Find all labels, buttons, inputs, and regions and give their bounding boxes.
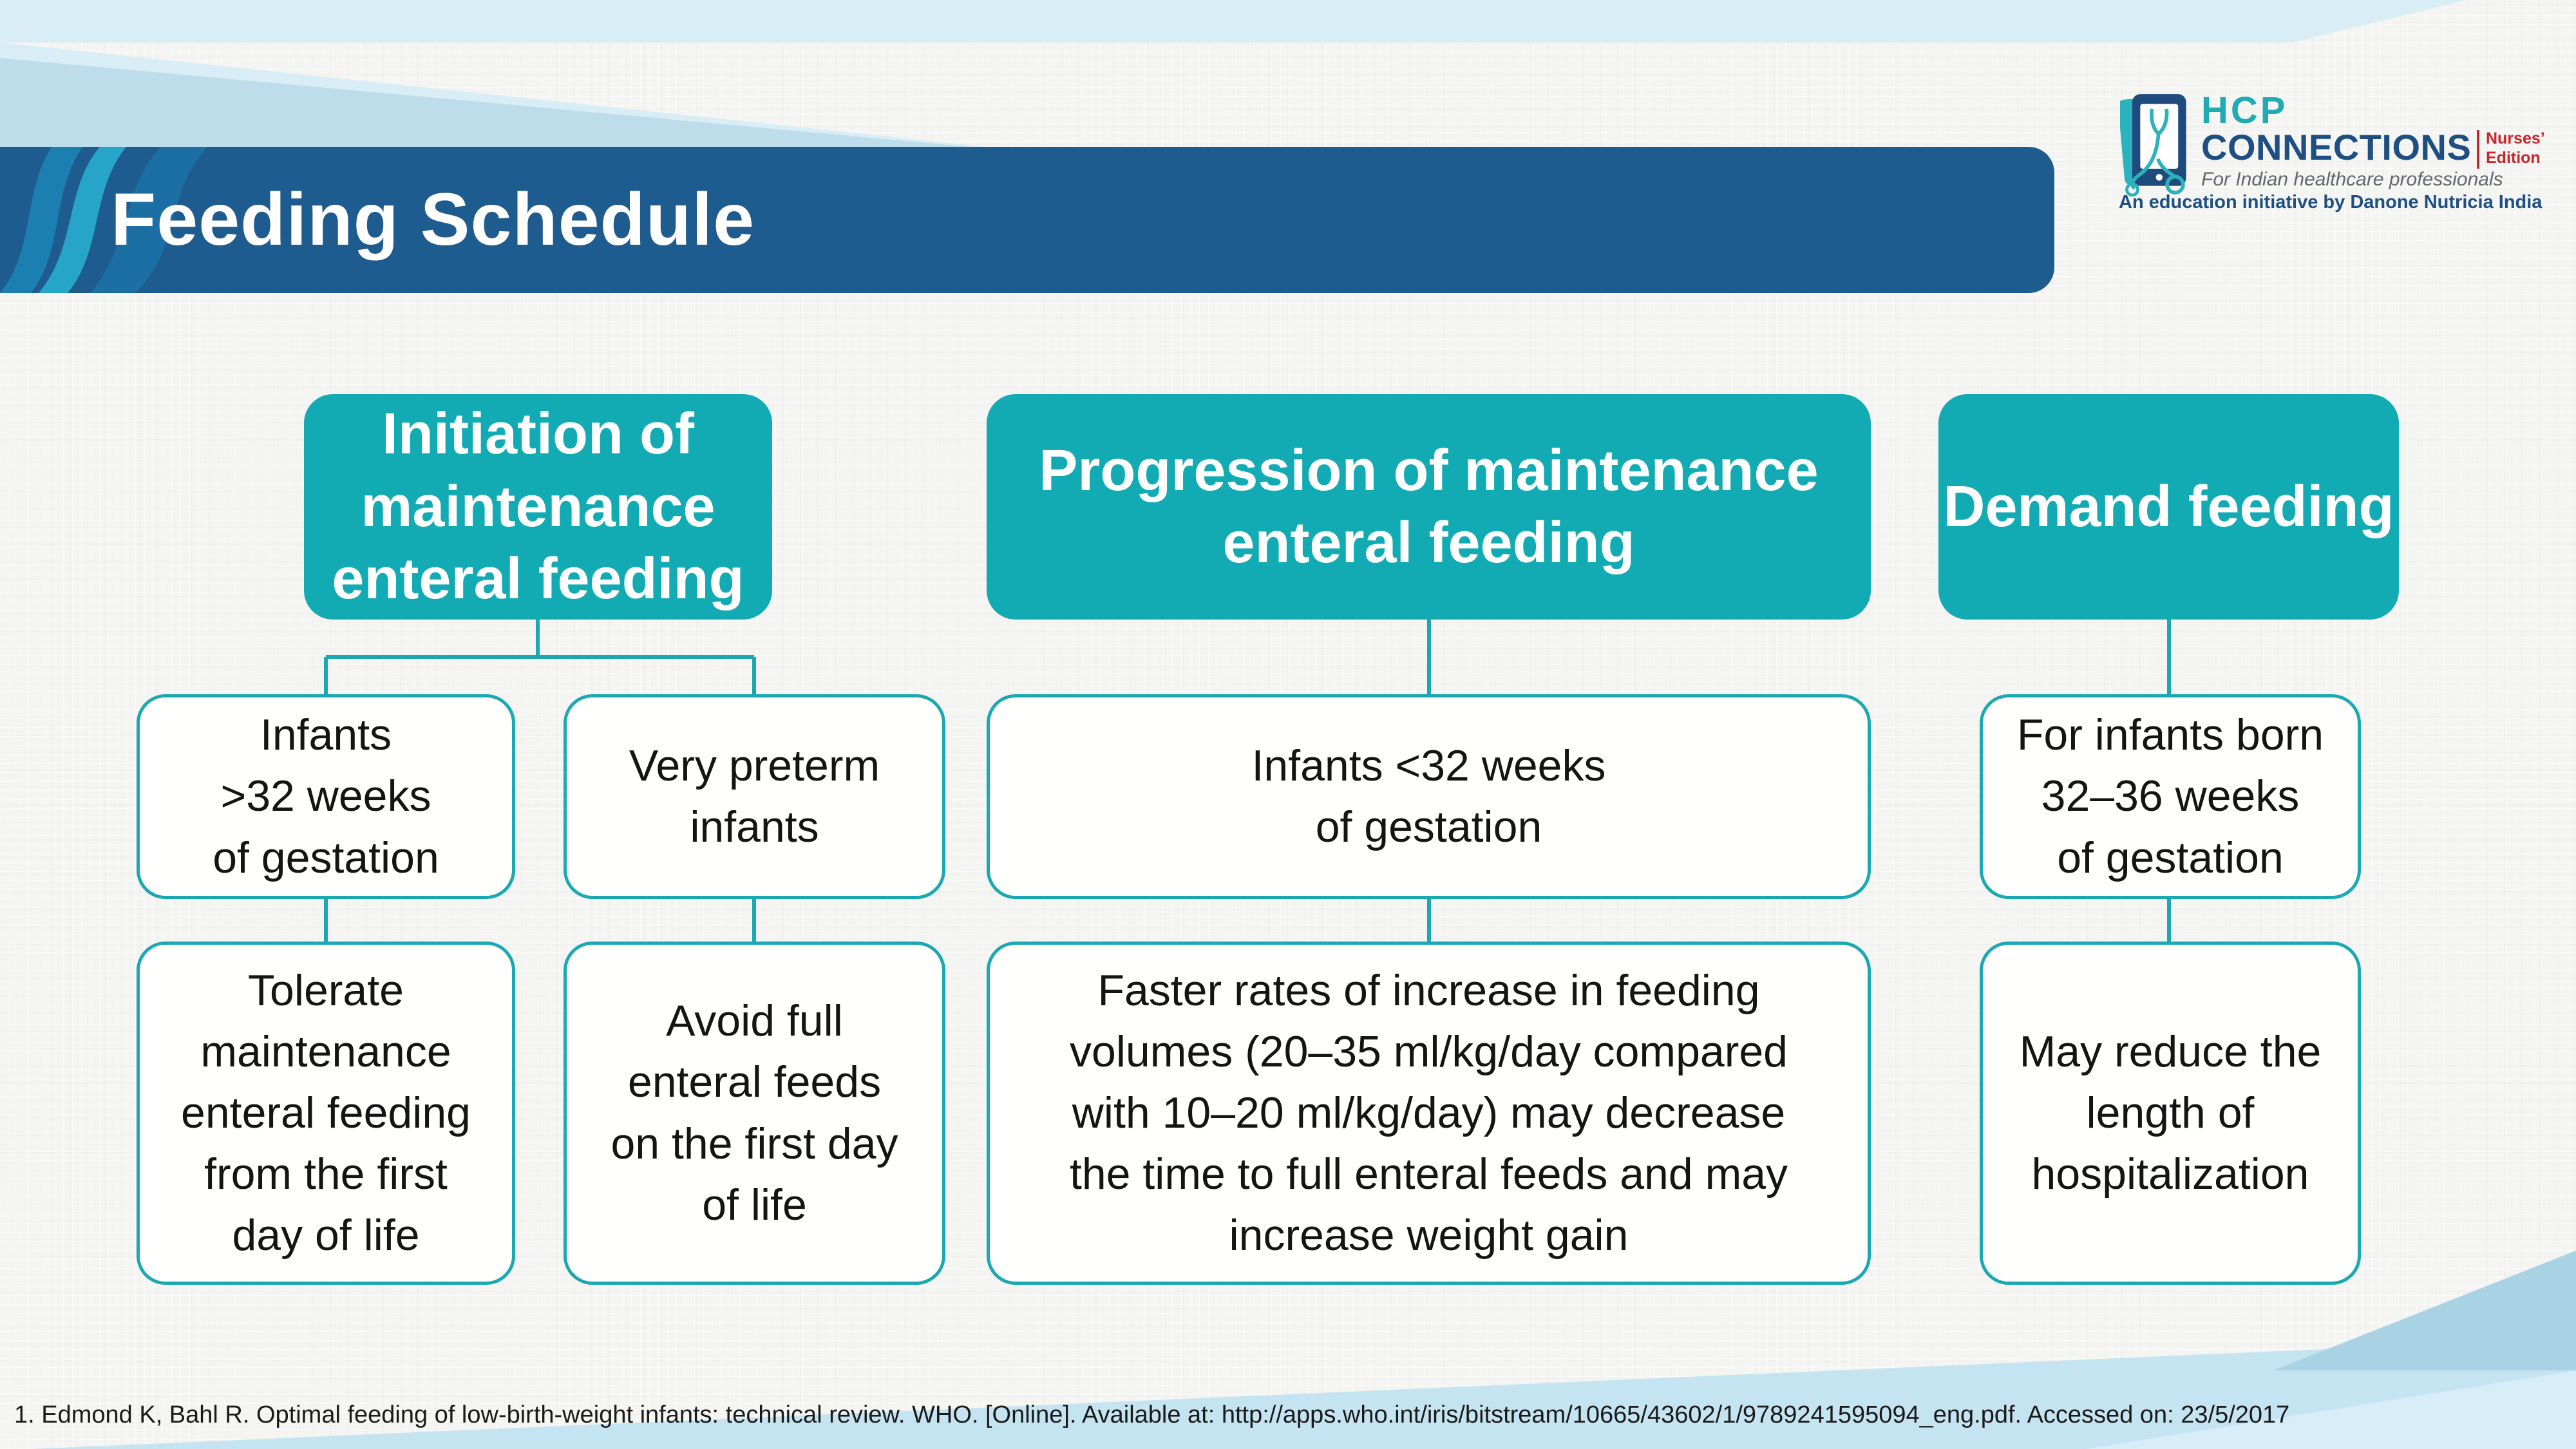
header-box-initiation: Initiation of maintenance enteral feedin… [304, 394, 772, 620]
top-band-light [0, 0, 2467, 43]
box-infants-under-32-weeks: Infants <32 weeks of gestation [987, 694, 1871, 899]
ribbon-wave-3 [90, 147, 207, 293]
box-faster-rates-of-increase: Faster rates of increase in feeding volu… [987, 942, 1871, 1285]
bottom-right-medium-triangle [2273, 1251, 2576, 1370]
ribbon-wave-2 [39, 147, 126, 293]
logo-nurses-edition: Nurses’ Edition [2486, 129, 2545, 167]
citation: 1. Edmond K, Bahl R. Optimal feeding of … [14, 1401, 2290, 1428]
logo-connections-text: CONNECTIONS [2201, 127, 2472, 167]
bottom-band-light [32, 1338, 2576, 1449]
box-tolerate-maintenance-feeding: Tolerate maintenance enteral feeding fro… [137, 942, 515, 1285]
box-very-preterm-infants: Very preterm infants [564, 694, 945, 899]
header-box-progression: Progression of maintenance enteral feedi… [987, 394, 1871, 620]
box-infants-over-32-weeks: Infants >32 weeks of gestation [137, 694, 515, 899]
header-box-demand-feeding: Demand feeding [1938, 394, 2399, 620]
box-infants-born-32-36-weeks: For infants born 32–36 weeks of gestatio… [1980, 694, 2361, 899]
hcp-connections-logo: HCP CONNECTIONS Nurses’ Edition For Indi… [2119, 89, 2557, 213]
logo-tagline: For Indian healthcare professionals [2201, 169, 2503, 190]
logo-hcp-text: HCP [2201, 90, 2288, 131]
top-left-medium-wedge [0, 58, 998, 149]
tablet-stethoscope-icon [2120, 94, 2186, 197]
box-avoid-full-enteral-feeds: Avoid full enteral feeds on the first da… [564, 942, 945, 1285]
logo-initiative-text: An education initiative by Danone Nutric… [2119, 192, 2543, 213]
box-may-reduce-hospitalization: May reduce the length of hospitalization [1980, 942, 2361, 1285]
ribbon-waves-decoration [0, 147, 207, 293]
logo-divider-bar [2477, 130, 2479, 169]
slide-title: Feeding Schedule [111, 178, 755, 261]
title-bar: Feeding Schedule [0, 147, 2054, 293]
ribbon-wave-1 [0, 147, 82, 293]
bottom-right-light-triangle [2087, 1370, 2576, 1449]
